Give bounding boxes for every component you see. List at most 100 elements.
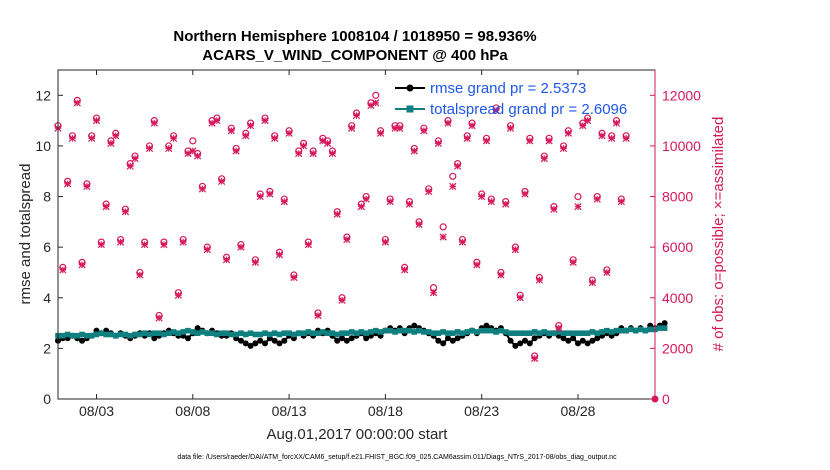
spread-point xyxy=(117,331,124,338)
spread-point xyxy=(242,331,249,338)
obs-assimilated-point xyxy=(83,182,91,191)
obs-assimilated-point xyxy=(555,324,563,332)
right-y-axis: 0 2000 4000 6000 8000 10000 12000 xyxy=(650,70,701,407)
left-y-tick-label: 0 xyxy=(43,391,51,407)
obs-assimilated-point xyxy=(531,354,539,363)
spread-point xyxy=(459,330,466,336)
spread-point xyxy=(594,330,601,336)
rmse-point xyxy=(194,325,201,332)
obs-assimilated-point xyxy=(275,251,284,259)
spread-point xyxy=(74,332,81,339)
spread-point xyxy=(228,331,235,338)
right-y-tick-label: 6000 xyxy=(662,239,693,255)
spread-point xyxy=(84,332,90,339)
spread-point xyxy=(324,330,331,336)
rmse-point xyxy=(512,342,519,349)
axes-box xyxy=(57,69,656,400)
rmse-point xyxy=(348,335,355,342)
rmse-point xyxy=(339,335,346,342)
spread-point xyxy=(79,331,85,338)
spread-point xyxy=(103,331,109,338)
obs-assimilated-point xyxy=(59,266,67,274)
spread-point xyxy=(185,327,191,334)
obs-assimilated-point xyxy=(434,139,442,148)
x-tick-label: 08/13 xyxy=(272,403,307,419)
rmse-point xyxy=(454,335,461,342)
spread-point xyxy=(632,327,639,334)
spread-point xyxy=(315,330,321,336)
rmse-point xyxy=(531,335,538,342)
obs-assimilated-point xyxy=(497,271,505,279)
spread-point xyxy=(517,330,523,336)
obs-assimilated-point xyxy=(516,294,524,302)
left-y-axis-label: rmse and totalspread xyxy=(17,164,34,305)
obs-assimilated-point xyxy=(213,116,221,125)
obs-assimilated-point xyxy=(218,177,226,185)
obs-assimilated-point xyxy=(511,246,520,254)
obs-assimilated-point xyxy=(237,243,245,251)
spread-point xyxy=(180,329,186,335)
spread-point xyxy=(551,330,557,336)
spread-point xyxy=(522,330,528,336)
obs-assimilated-point xyxy=(64,180,72,188)
obs-possible-point xyxy=(189,137,197,145)
spread-point xyxy=(454,329,461,335)
obs-assimilated-point xyxy=(343,235,351,244)
obs-assimilated-point xyxy=(309,149,317,158)
obs-assimilated-point xyxy=(169,134,178,142)
rmse-point xyxy=(334,337,341,344)
obs-assimilated-point xyxy=(405,200,414,208)
spread-point xyxy=(233,331,239,338)
obs-assimilated-point xyxy=(333,210,341,218)
spread-point xyxy=(560,330,567,336)
spread-point xyxy=(425,329,432,335)
spread-point xyxy=(541,329,548,335)
plot-area xyxy=(54,91,668,403)
obs-assimilated-point xyxy=(415,220,423,229)
spread-point xyxy=(339,330,345,336)
spread-point xyxy=(122,331,129,338)
rmse-point xyxy=(237,337,244,344)
obs-assimilated-point xyxy=(314,311,322,320)
obs-possible-point xyxy=(439,223,447,231)
obs-assimilated-point xyxy=(198,185,207,193)
obs-assimilated-point xyxy=(478,192,486,201)
spread-point xyxy=(661,325,668,331)
spread-point xyxy=(546,330,552,336)
obs-assimilated-point xyxy=(348,124,356,132)
right-y-tick-label: 10000 xyxy=(662,138,701,154)
spread-point xyxy=(358,329,365,335)
spread-point xyxy=(132,331,138,338)
rmse-point xyxy=(79,337,86,344)
x-tick-label: 08/23 xyxy=(464,403,499,419)
spread-point xyxy=(493,329,499,335)
spread-point xyxy=(348,329,355,335)
right-y-tick-label: 0 xyxy=(662,391,670,407)
obs-assimilated-point xyxy=(386,197,394,206)
obs-assimilated-point xyxy=(439,233,447,241)
legend-rmse-label: rmse grand pr = 2.5373 xyxy=(430,80,586,97)
spread-point xyxy=(286,330,292,336)
spread-point xyxy=(527,330,533,336)
obs-assimilated-point xyxy=(242,132,250,140)
obs-assimilated-point xyxy=(280,197,288,206)
obs-assimilated-point xyxy=(622,134,630,142)
obs-assimilated-point xyxy=(617,197,625,206)
obs-assimilated-point xyxy=(179,238,187,246)
rmse-point xyxy=(574,340,581,347)
spread-point xyxy=(628,326,634,333)
obs-assimilated-point xyxy=(425,187,433,196)
spread-point xyxy=(209,330,215,336)
spread-point xyxy=(291,331,297,338)
spread-point xyxy=(137,331,143,338)
rmse-point xyxy=(570,335,577,342)
obs-assimilated-point xyxy=(540,154,548,163)
spread-point xyxy=(344,330,350,336)
obs-assimilated-point xyxy=(141,240,149,249)
obs-assimilated-point xyxy=(246,122,255,130)
spread-point xyxy=(575,330,581,336)
obs-assimilated-point xyxy=(174,291,182,299)
spread-point xyxy=(435,330,442,336)
spread-point xyxy=(151,330,158,336)
spread-point xyxy=(502,329,509,335)
